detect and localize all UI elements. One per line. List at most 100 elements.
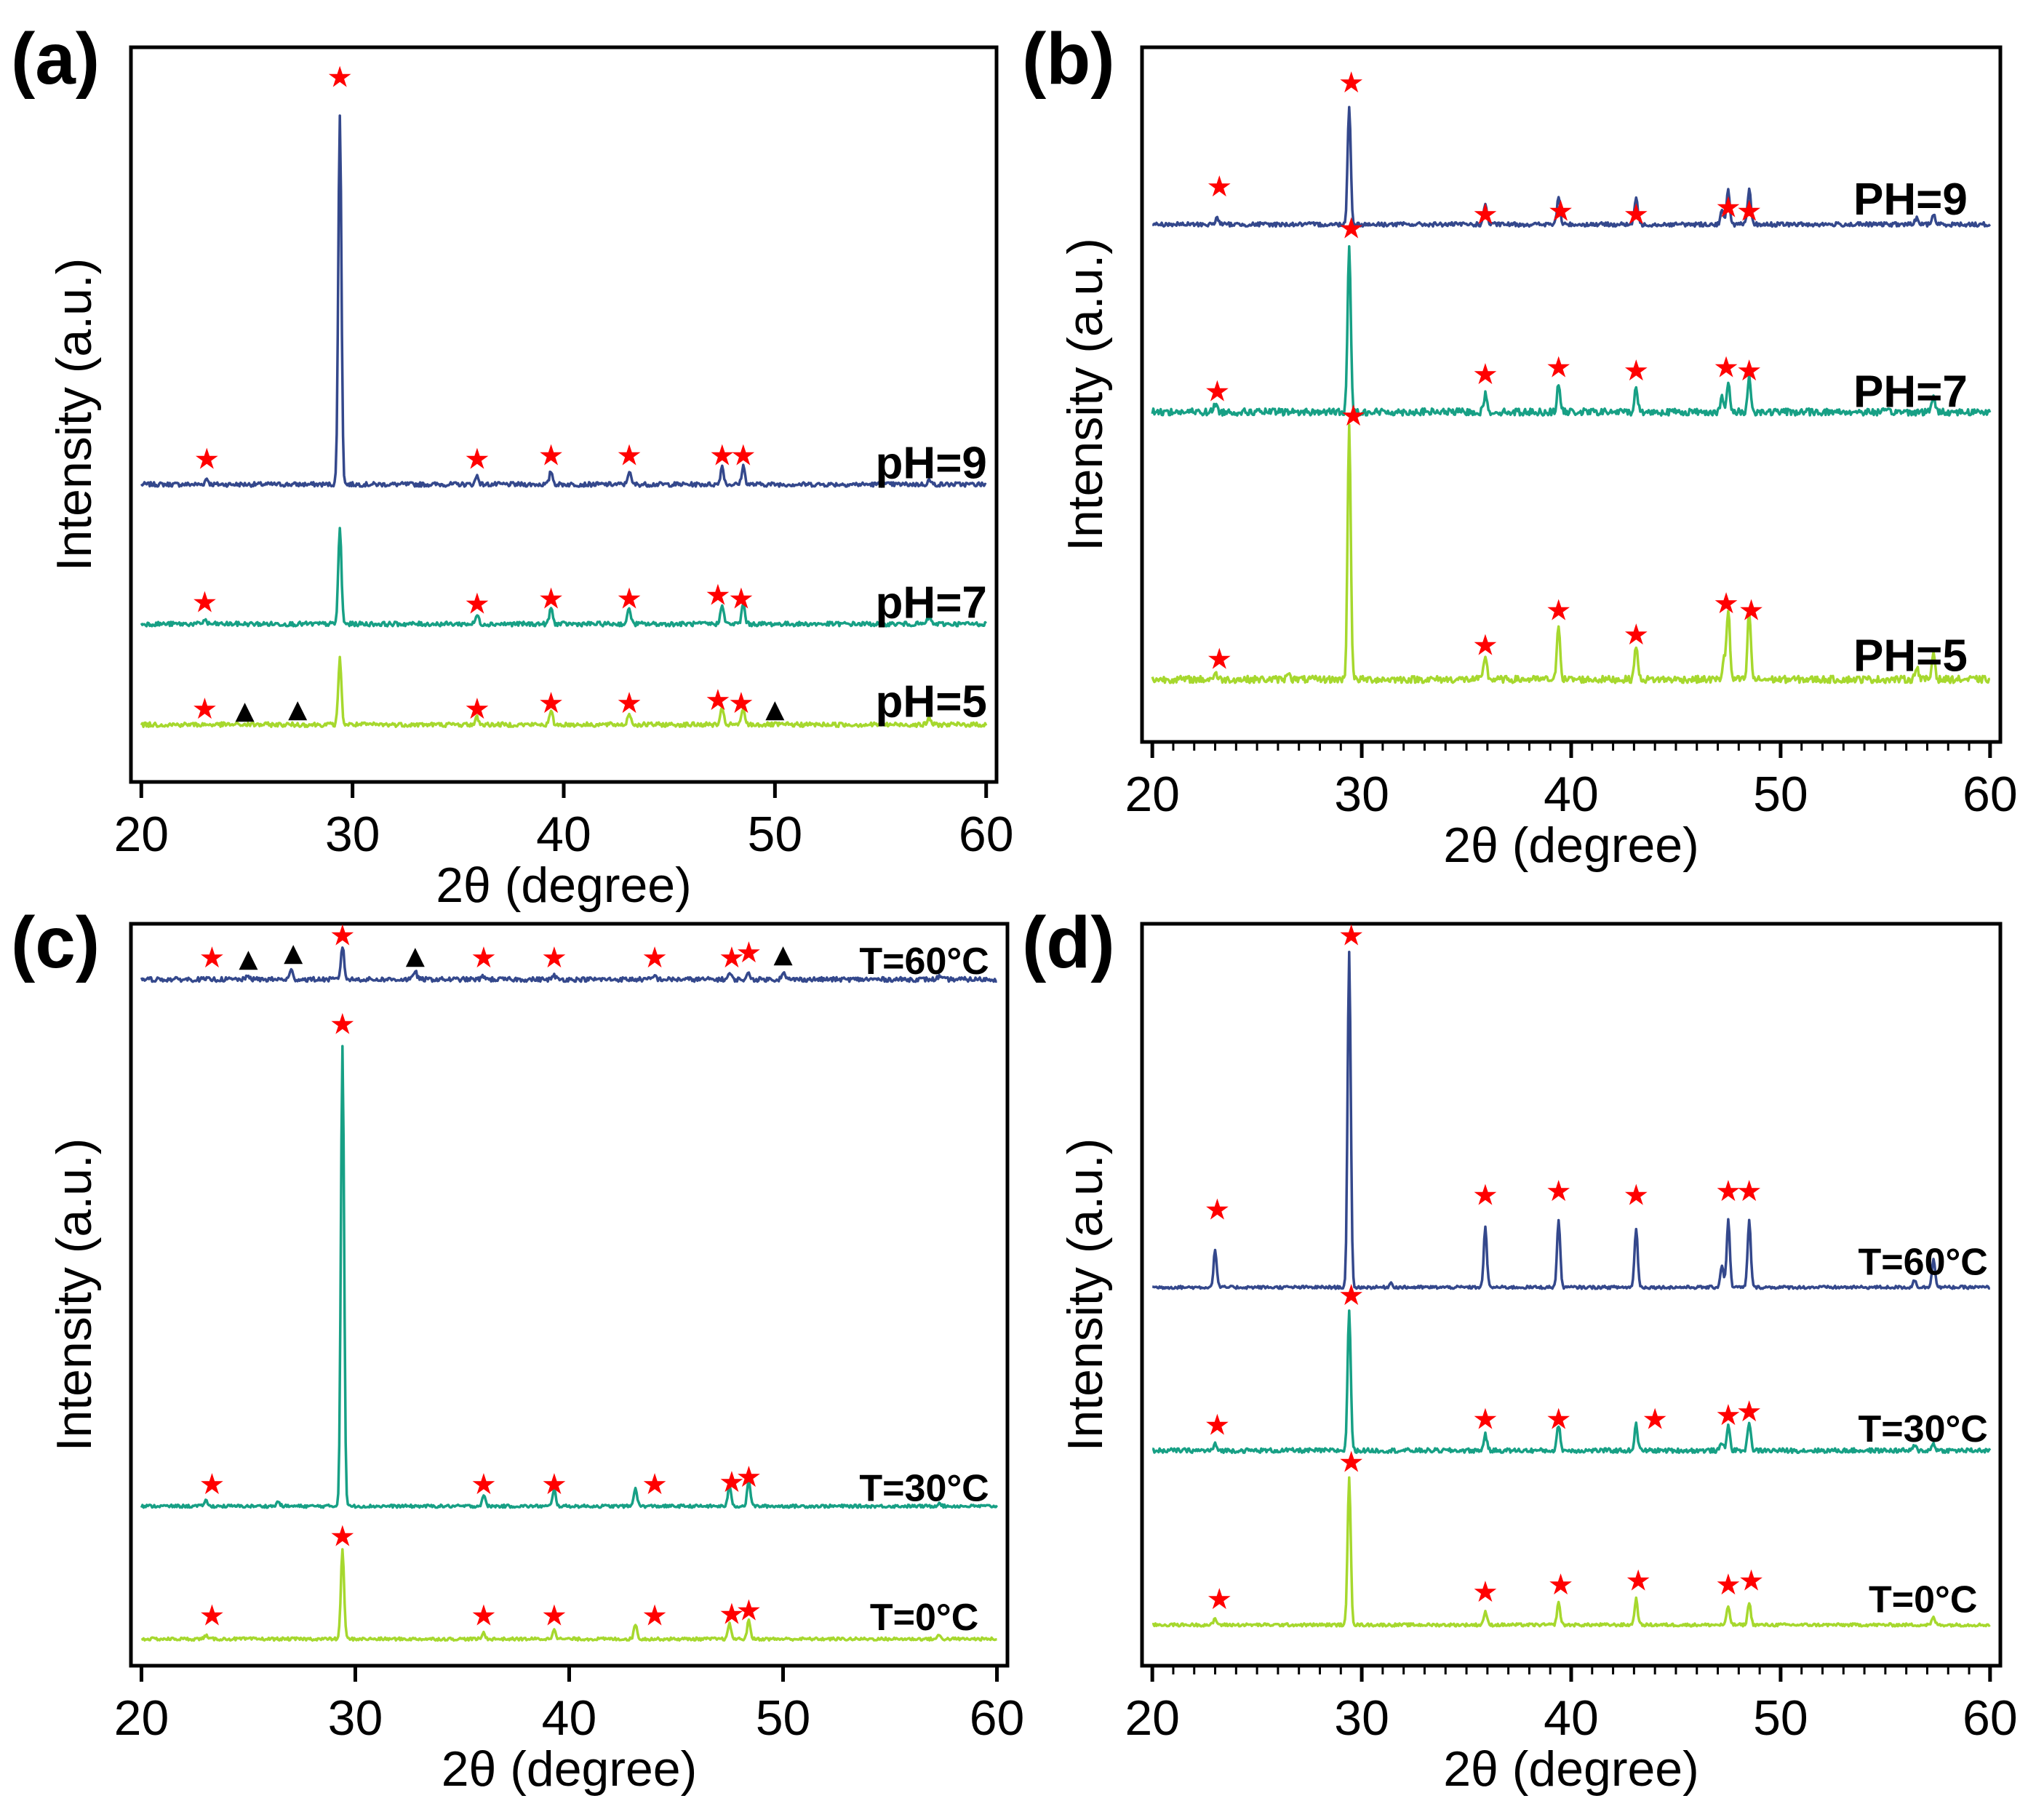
star-marker: ★: [327, 60, 353, 94]
series-label: PH=5: [1853, 631, 1968, 681]
star-marker: ★: [719, 941, 745, 975]
x-tick-label: 60: [1963, 767, 2018, 822]
series-line: [140, 946, 997, 983]
star-marker: ★: [1623, 198, 1649, 231]
series-line: [1151, 423, 1991, 684]
star-marker: ★: [541, 941, 567, 975]
triangle-marker: ▲: [239, 944, 258, 973]
series-label: PH=7: [1853, 367, 1968, 417]
star-marker: ★: [709, 439, 735, 473]
star-marker: ★: [1738, 1565, 1765, 1598]
x-tick-label: 20: [1125, 767, 1180, 822]
star-marker: ★: [1338, 66, 1365, 100]
x-tick-label: 30: [325, 807, 380, 862]
star-marker: ★: [1736, 354, 1762, 388]
series-T=60°C: ★★★ ★ ★ ★★T=60°C: [1151, 919, 1991, 1290]
star-marker: ★: [330, 919, 356, 952]
triangle-marker: ▲: [765, 695, 785, 724]
star-marker: ★: [1546, 1175, 1572, 1208]
star-marker: ★: [1338, 1446, 1365, 1479]
star-marker: ★: [541, 1468, 567, 1501]
series-line: [140, 1045, 999, 1509]
star-marker: ★: [1206, 1583, 1232, 1616]
triangle-marker: ▲: [406, 941, 426, 970]
star-marker: ★: [538, 583, 564, 616]
series-T=0°C: ★★★ ★ ★ ★★ T=0°C: [140, 1520, 997, 1642]
x-axis-title: 2θ (degree): [1443, 1741, 1699, 1797]
triangle-marker: ▲: [288, 695, 308, 724]
series-T=0°C: ★★★ ★ ★ ★★ T=0°C: [1151, 1446, 1991, 1628]
panel-label: (b): [1022, 18, 1115, 100]
x-tick-label: 30: [1334, 767, 1389, 822]
series-label: pH=7: [876, 578, 987, 628]
star-marker: ★: [464, 443, 490, 476]
panel-label: (c): [11, 902, 100, 983]
star-marker: ★: [1715, 191, 1741, 225]
star-marker: ★: [1623, 1178, 1649, 1212]
series-label: T=30°C: [859, 1467, 989, 1509]
star-marker: ★: [728, 687, 754, 720]
star-marker: ★: [642, 1600, 668, 1633]
x-tick-label: 40: [1544, 1690, 1599, 1746]
y-axis-title: Intensity (a.u.): [47, 1138, 102, 1452]
star-marker: ★: [728, 583, 754, 616]
star-marker: ★: [199, 1468, 225, 1501]
x-tick-label: 20: [1125, 1690, 1180, 1746]
star-marker: ★: [471, 941, 497, 975]
series-pH=5: ★ ★ ★ ★ ★★▲ ▲ ▲ pH=5: [140, 655, 988, 728]
triangle-marker: ▲: [235, 696, 255, 725]
star-marker: ★: [616, 687, 642, 720]
triangle-marker: ▲: [284, 938, 303, 967]
star-marker: ★: [1472, 1402, 1498, 1436]
star-marker: ★: [1546, 1402, 1572, 1436]
x-tick-label: 20: [113, 807, 169, 862]
star-marker: ★: [736, 1461, 762, 1494]
x-tick-label: 60: [970, 1690, 1025, 1746]
series-PH=5: ★★★★★★★PH=5: [1151, 399, 1991, 684]
series-line: [1151, 951, 1991, 1290]
x-tick-label: 50: [748, 807, 803, 862]
x-tick-label: 40: [536, 807, 591, 862]
star-marker: ★: [642, 941, 668, 975]
star-marker: ★: [1715, 1399, 1741, 1432]
star-marker: ★: [1546, 594, 1572, 628]
panel-a: (a) 20 30 40 50 60 2θ (degree) Intensity (a.u.)…: [11, 18, 1014, 913]
panel-c: (c) 20 30 40 50 60 2θ (degree) Intensity (a.u.)…: [11, 902, 1024, 1797]
star-marker: ★: [1548, 194, 1574, 228]
star-marker: ★: [471, 1468, 497, 1501]
star-marker: ★: [538, 439, 564, 473]
star-marker: ★: [1546, 351, 1572, 384]
panel-b: (b) 20 30 40 50 60 2θ (degree) Intensity (a.u.)…: [1022, 18, 2018, 873]
series-label: T=60°C: [859, 941, 989, 983]
x-tick-label: 60: [959, 807, 1014, 862]
series-line: [1151, 244, 1992, 417]
star-marker: ★: [541, 1600, 567, 1633]
series-label: PH=9: [1853, 175, 1968, 225]
star-marker: ★: [1204, 375, 1230, 409]
x-tick-label: 60: [1963, 1690, 2018, 1746]
x-tick-label: 50: [1753, 767, 1808, 822]
star-marker: ★: [705, 578, 731, 612]
star-marker: ★: [1338, 212, 1365, 245]
star-marker: ★: [1623, 354, 1649, 388]
x-axis-title: 2θ (degree): [436, 858, 692, 913]
panel-label: (a): [11, 18, 100, 100]
star-marker: ★: [1736, 1175, 1762, 1208]
series-label: pH=5: [876, 677, 987, 727]
series-line: [140, 114, 987, 488]
star-marker: ★: [1341, 399, 1367, 433]
series-pH=7: ★ ★ ★ ★ ★★ pH=7: [140, 527, 987, 628]
x-axis-title: 2θ (degree): [1443, 818, 1699, 873]
star-marker: ★: [1548, 1568, 1574, 1602]
star-marker: ★: [191, 586, 217, 620]
series-label: T=30°C: [1859, 1408, 1988, 1450]
star-marker: ★: [1204, 1194, 1230, 1227]
y-axis-title: Intensity (a.u.): [47, 258, 102, 572]
x-tick-label: 20: [114, 1690, 169, 1746]
star-marker: ★: [719, 1466, 745, 1499]
plot-frame: [129, 45, 999, 784]
star-marker: ★: [1715, 1175, 1741, 1208]
star-marker: ★: [1736, 194, 1762, 228]
triangle-marker: ▲: [773, 940, 793, 969]
